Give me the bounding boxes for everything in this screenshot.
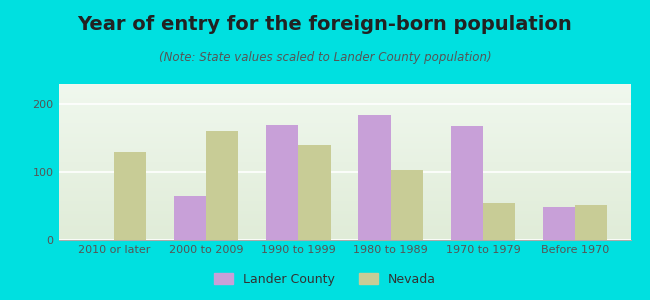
Text: (Note: State values scaled to Lander County population): (Note: State values scaled to Lander Cou… (159, 51, 491, 64)
Text: Year of entry for the foreign-born population: Year of entry for the foreign-born popul… (77, 15, 573, 34)
Bar (450, 126, 483, 240)
Bar (391, 170, 423, 240)
Bar (483, 203, 515, 240)
Bar (174, 196, 206, 240)
Legend: Lander County, Nevada: Lander County, Nevada (209, 268, 441, 291)
Bar (266, 125, 298, 240)
Bar (543, 207, 575, 240)
Bar (114, 152, 146, 240)
Bar (575, 205, 608, 240)
Bar (358, 115, 391, 240)
Bar (206, 131, 239, 240)
Bar (298, 145, 331, 240)
